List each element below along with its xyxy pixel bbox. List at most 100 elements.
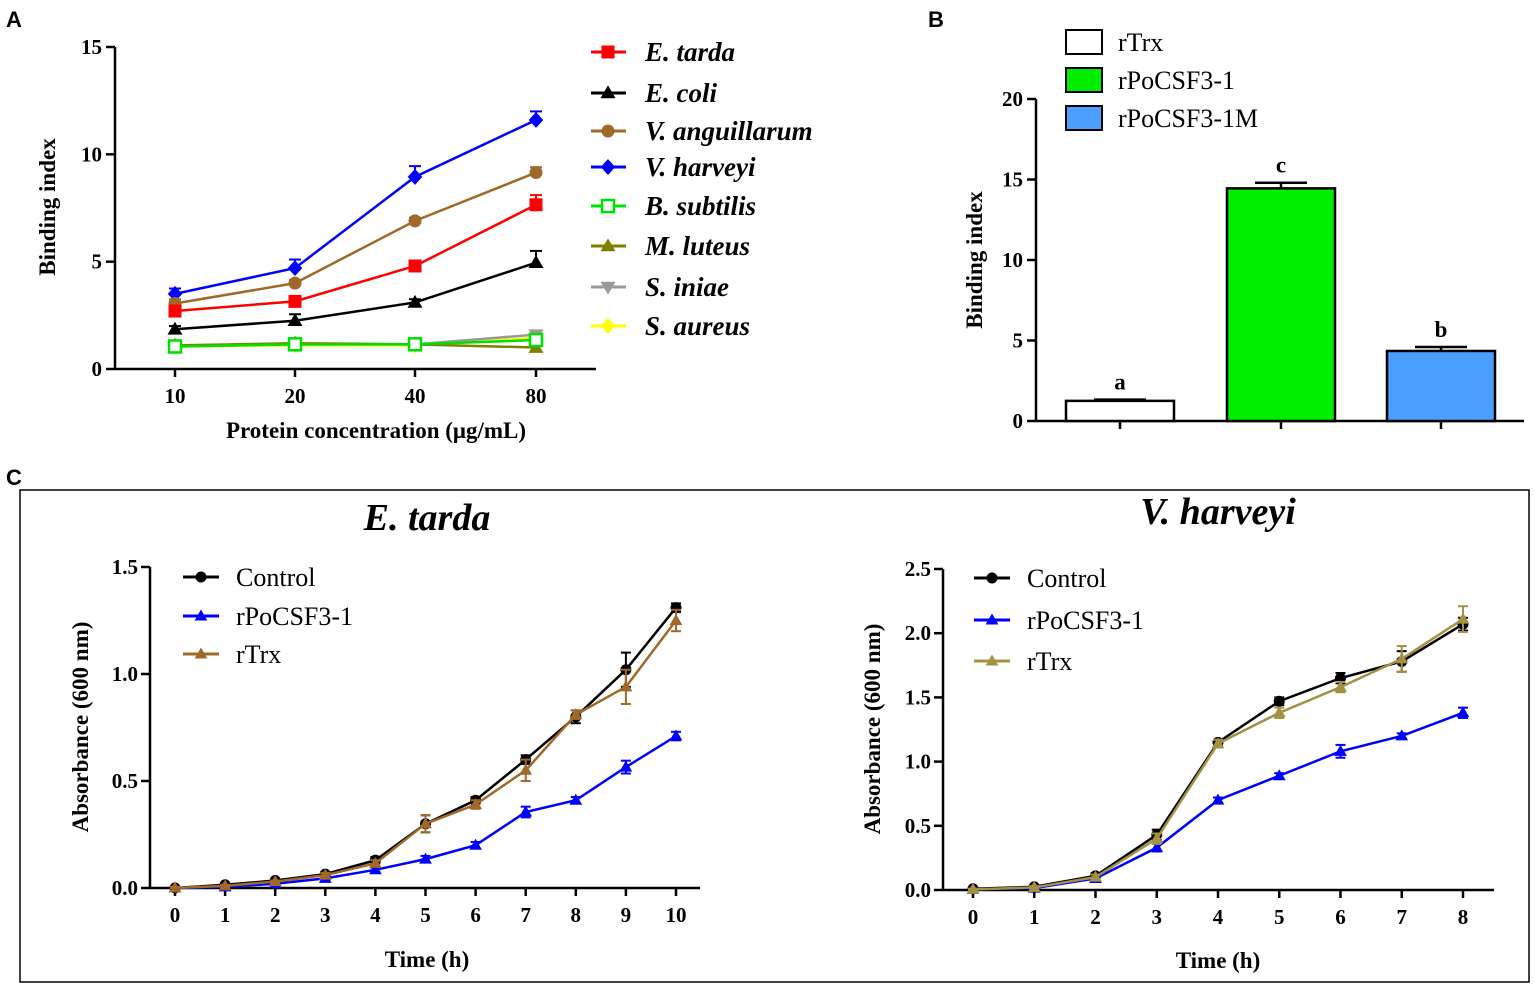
- panel-b-legend-swatch: [1065, 67, 1103, 93]
- etarda-data-point: [419, 852, 432, 864]
- panel-a-legend-label: M. luteus: [644, 231, 750, 261]
- panel-a-data-point: [528, 112, 544, 128]
- etarda-data-point: [369, 863, 382, 875]
- panel-b-significance-label: c: [1276, 153, 1286, 178]
- vharveyi-data-point: [1089, 870, 1102, 882]
- panel-label-b: B: [928, 7, 944, 32]
- vharveyi-x-tick-label: 6: [1335, 905, 1346, 929]
- panel-b-significance-label: b: [1435, 317, 1448, 342]
- panel-a-y-axis-title: Binding index: [35, 138, 60, 276]
- panel-a-legend-marker: [600, 238, 616, 252]
- etarda-legend-marker: [194, 647, 208, 659]
- vharveyi-legend-label: rPoCSF3-1: [1027, 606, 1144, 635]
- panel-b-bar: [1385, 349, 1497, 423]
- vharveyi-legend-marker: [985, 613, 999, 625]
- etarda-y-tick-label: 1.5: [112, 555, 138, 579]
- panel-c-vharveyi-chart: V. harveyi Absorbance (600 nm) Time (h) …: [860, 491, 1494, 973]
- vharveyi-y-tick-label: 2.0: [905, 621, 931, 645]
- panel-b-legend-swatch: [1065, 29, 1103, 55]
- panel-a-series-line: [174, 261, 537, 331]
- etarda-data-point: [519, 805, 533, 817]
- etarda-x-tick-label: 1: [220, 903, 231, 927]
- etarda-x-tick-label: 5: [420, 903, 431, 927]
- panel-a-legend-marker: [601, 45, 615, 59]
- panel-c-etarda-y-axis-title: Absorbance (600 nm): [68, 622, 93, 833]
- panel-b-bar: [1225, 187, 1337, 423]
- panel-label-c: C: [6, 465, 22, 490]
- panel-a-data-point: [288, 294, 302, 308]
- etarda-data-point: [218, 879, 232, 891]
- vharveyi-data-point: [1211, 737, 1225, 749]
- etarda-data-point: [469, 798, 482, 810]
- etarda-data-point: [519, 763, 533, 775]
- etarda-x-tick-label: 4: [370, 903, 381, 927]
- etarda-legend-label: rPoCSF3-1: [236, 602, 353, 631]
- vharveyi-x-tick-label: 8: [1458, 905, 1469, 929]
- panel-c-etarda-chart: E. tarda Absorbance (600 nm) Time (h) 0.…: [68, 497, 700, 972]
- etarda-legend-marker: [194, 609, 208, 621]
- panel-a-data-point: [529, 166, 543, 180]
- panel-b-legend-label: rPoCSF3-1M: [1118, 104, 1258, 133]
- panel-a-data-point: [287, 337, 303, 352]
- vharveyi-data-point: [1211, 793, 1225, 805]
- etarda-legend-marker: [195, 571, 207, 583]
- vharveyi-x-tick-label: 5: [1274, 905, 1285, 929]
- panel-a-data-point: [528, 255, 544, 269]
- etarda-data-point: [669, 614, 683, 625]
- etarda-x-tick-label: 0: [170, 903, 181, 927]
- panel-a-legend-marker: [600, 198, 616, 214]
- vharveyi-data-point: [966, 882, 980, 894]
- etarda-data-point: [318, 868, 332, 880]
- vharveyi-legend-label: rTrx: [1027, 647, 1072, 676]
- panel-a-series-line: [174, 338, 537, 348]
- panel-b-y-axis-title: Binding index: [962, 191, 987, 329]
- panel-b-chart: Binding index 0 5 10 15 20 a c b rTrx rPoCSF3-1 rP…: [962, 28, 1524, 433]
- panel-a-legend-marker: [600, 159, 616, 175]
- vharveyi-x-tick-label: 7: [1397, 905, 1408, 929]
- etarda-data-point: [168, 881, 182, 893]
- etarda-series-line: [174, 734, 677, 890]
- panel-a-x-tick-label: 80: [526, 384, 547, 408]
- panel-a-data-point: [407, 294, 423, 308]
- etarda-x-tick-label: 3: [320, 903, 331, 927]
- panel-b-legend-swatch: [1065, 105, 1103, 131]
- panel-b-significance-label: a: [1114, 370, 1126, 395]
- etarda-data-point: [268, 875, 282, 887]
- vharveyi-y-tick-label: 0.5: [905, 814, 931, 838]
- panel-a-legend-label: S. iniae: [645, 272, 729, 302]
- etarda-x-tick-label: 6: [470, 903, 481, 927]
- etarda-x-tick-label: 9: [621, 903, 632, 927]
- panel-b-y-tick-label: 10: [1002, 248, 1023, 272]
- panel-a-data-point: [528, 332, 544, 348]
- panel-a-legend-label: V. harveyi: [645, 152, 756, 182]
- etarda-y-tick-label: 1.0: [112, 662, 138, 686]
- vharveyi-x-tick-label: 4: [1213, 905, 1224, 929]
- etarda-x-tick-label: 7: [520, 903, 531, 927]
- panel-a-legend-marker: [601, 124, 615, 138]
- panel-a-legend-label: S. aureus: [645, 311, 750, 341]
- etarda-data-point: [419, 817, 432, 829]
- vharveyi-data-point: [1395, 652, 1409, 664]
- vharveyi-y-tick-label: 0.0: [905, 878, 931, 902]
- vharveyi-legend-marker: [986, 572, 998, 584]
- etarda-data-point: [469, 838, 482, 850]
- panel-a-data-point: [287, 260, 303, 277]
- panel-a-data-point: [407, 337, 423, 352]
- panel-a-x-tick-label: 40: [405, 384, 426, 408]
- panel-a-data-point: [168, 304, 182, 318]
- panel-a-series-line: [174, 203, 537, 313]
- etarda-data-point: [569, 793, 583, 805]
- panel-a-series-line: [174, 171, 537, 305]
- etarda-x-tick-label: 10: [666, 903, 687, 927]
- panel-c-vharveyi-y-axis-title: Absorbance (600 nm): [860, 624, 885, 835]
- panel-a-y-tick-label: 5: [92, 250, 103, 274]
- panel-b-bar: [1064, 399, 1176, 423]
- vharveyi-data-point: [1150, 841, 1164, 853]
- panel-a-legend-marker: [600, 85, 616, 99]
- panel-a-legend-label: V. anguillarum: [645, 116, 813, 146]
- panel-a-legend-label: B. subtilis: [644, 191, 756, 221]
- panel-a-data-point: [167, 339, 183, 354]
- panel-a-chart: Binding index Protein concentration (μg/…: [35, 35, 813, 443]
- panel-a-y-tick-label: 10: [81, 142, 102, 166]
- vharveyi-y-tick-label: 2.5: [905, 557, 931, 581]
